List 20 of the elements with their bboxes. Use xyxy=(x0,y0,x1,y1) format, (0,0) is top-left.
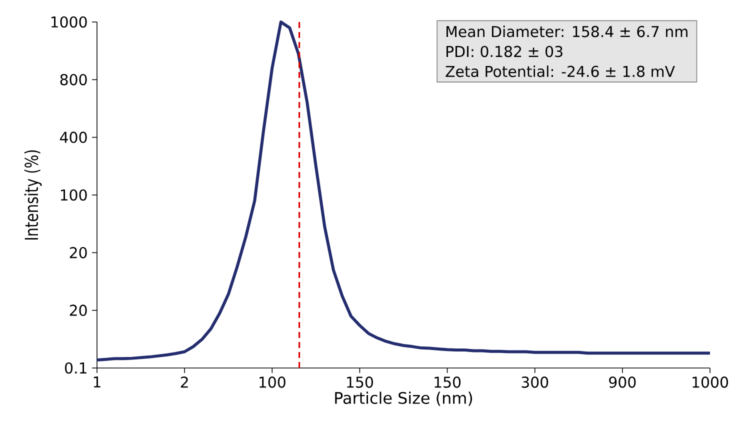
annotation: PDI: 0.182 ± 03 xyxy=(446,46,562,58)
x-tick-label: 2 xyxy=(180,376,188,388)
x-axis-title: Particle Size (nm) xyxy=(335,392,472,406)
x-tick-label: 900 xyxy=(609,376,636,388)
y-axis-title: Intensity (%) xyxy=(24,150,42,240)
x-tick-label: 1 xyxy=(94,376,100,388)
annotation: Mean Diameter: 158.4 ± 6.7 nm xyxy=(446,26,688,38)
text: 100 xyxy=(60,189,87,201)
x-tick-label: 150 xyxy=(434,376,461,388)
x-tick-label: 1000 xyxy=(692,376,728,388)
text: 0.1 xyxy=(65,362,86,374)
annotation: Zeta Potential: -24.6 ± 1.8 mV xyxy=(446,66,675,78)
text: 20 xyxy=(70,247,87,258)
text: 800 xyxy=(60,74,87,86)
text: 1000 xyxy=(51,16,87,28)
x-tick-label: 100 xyxy=(260,376,286,388)
x-tick-label: 300 xyxy=(522,376,548,388)
x-tick-label: 150 xyxy=(347,376,373,388)
text: 20 xyxy=(70,304,87,316)
text: 400 xyxy=(60,132,87,143)
